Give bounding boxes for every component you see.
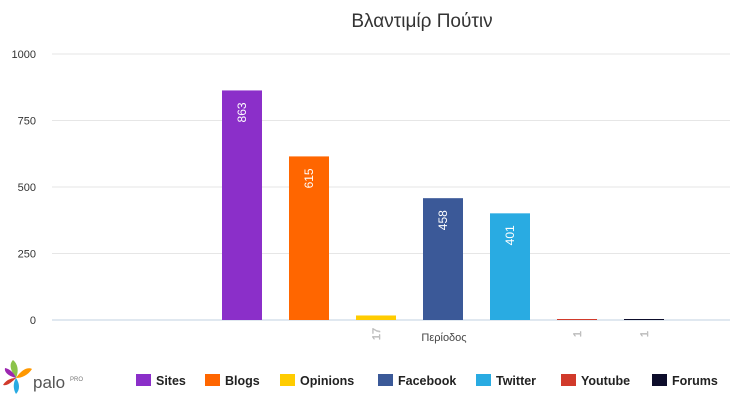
bar-value-label-sites: 863 (235, 102, 249, 122)
chart-title: Βλαντιμίρ Πούτιν (351, 11, 492, 32)
y-tick-label: 1000 (12, 49, 36, 61)
legend-item-sites[interactable]: Sites (136, 374, 186, 388)
legend-label: Opinions (300, 374, 354, 388)
legend-item-facebook[interactable]: Facebook (378, 374, 456, 388)
legend-swatch (561, 374, 576, 386)
legend-item-forums[interactable]: Forums (652, 374, 718, 388)
legend-item-youtube[interactable]: Youtube (561, 374, 630, 388)
bar-youtube (557, 319, 597, 320)
palo-logo: palo PRO (3, 360, 83, 394)
bar-blogs (289, 156, 329, 320)
legend-swatch (378, 374, 393, 386)
bar-facebook (423, 198, 463, 320)
legend-label: Forums (672, 374, 718, 388)
bar-forums (624, 319, 664, 320)
bar-labels: 863 615 17 458 401 1 1 (235, 102, 651, 340)
chart-legend: Sites Blogs Opinions Facebook Twitter Youtube… (136, 374, 718, 388)
legend-label: Blogs (225, 374, 260, 388)
x-axis-label: Περίοδος (421, 332, 466, 344)
legend-swatch (205, 374, 220, 386)
bar-sites (222, 90, 262, 320)
legend-label: Twitter (496, 374, 536, 388)
legend-label: Facebook (398, 374, 456, 388)
legend-swatch (280, 374, 295, 386)
bar-twitter (490, 213, 530, 320)
y-axis-ticks: 0 250 500 750 1000 (12, 49, 36, 327)
legend-item-opinions[interactable]: Opinions (280, 374, 354, 388)
bar-value-label-twitter: 401 (503, 225, 517, 245)
y-tick-label: 250 (18, 249, 36, 261)
chart-grid (52, 53, 730, 321)
bar-value-label-youtube: 1 (572, 331, 584, 337)
y-tick-label: 0 (30, 315, 36, 327)
legend-label: Youtube (581, 374, 630, 388)
bar-value-label-facebook: 458 (436, 210, 450, 230)
bar-value-label-blogs: 615 (302, 168, 316, 188)
bar-value-label-opinions: 17 (371, 328, 383, 340)
chart-bars (222, 90, 664, 320)
legend-swatch (652, 374, 667, 386)
palo-logo-text: palo (33, 373, 65, 392)
bar-opinions (356, 315, 396, 320)
legend-item-blogs[interactable]: Blogs (205, 374, 260, 388)
y-tick-label: 750 (18, 116, 36, 128)
legend-item-twitter[interactable]: Twitter (476, 374, 536, 388)
palo-logo-suffix: PRO (70, 377, 83, 383)
legend-swatch (476, 374, 491, 386)
palo-logo-icon (3, 360, 32, 394)
legend-label: Sites (156, 374, 186, 388)
legend-swatch (136, 374, 151, 386)
y-tick-label: 500 (18, 182, 36, 194)
bar-value-label-forums: 1 (639, 331, 651, 337)
